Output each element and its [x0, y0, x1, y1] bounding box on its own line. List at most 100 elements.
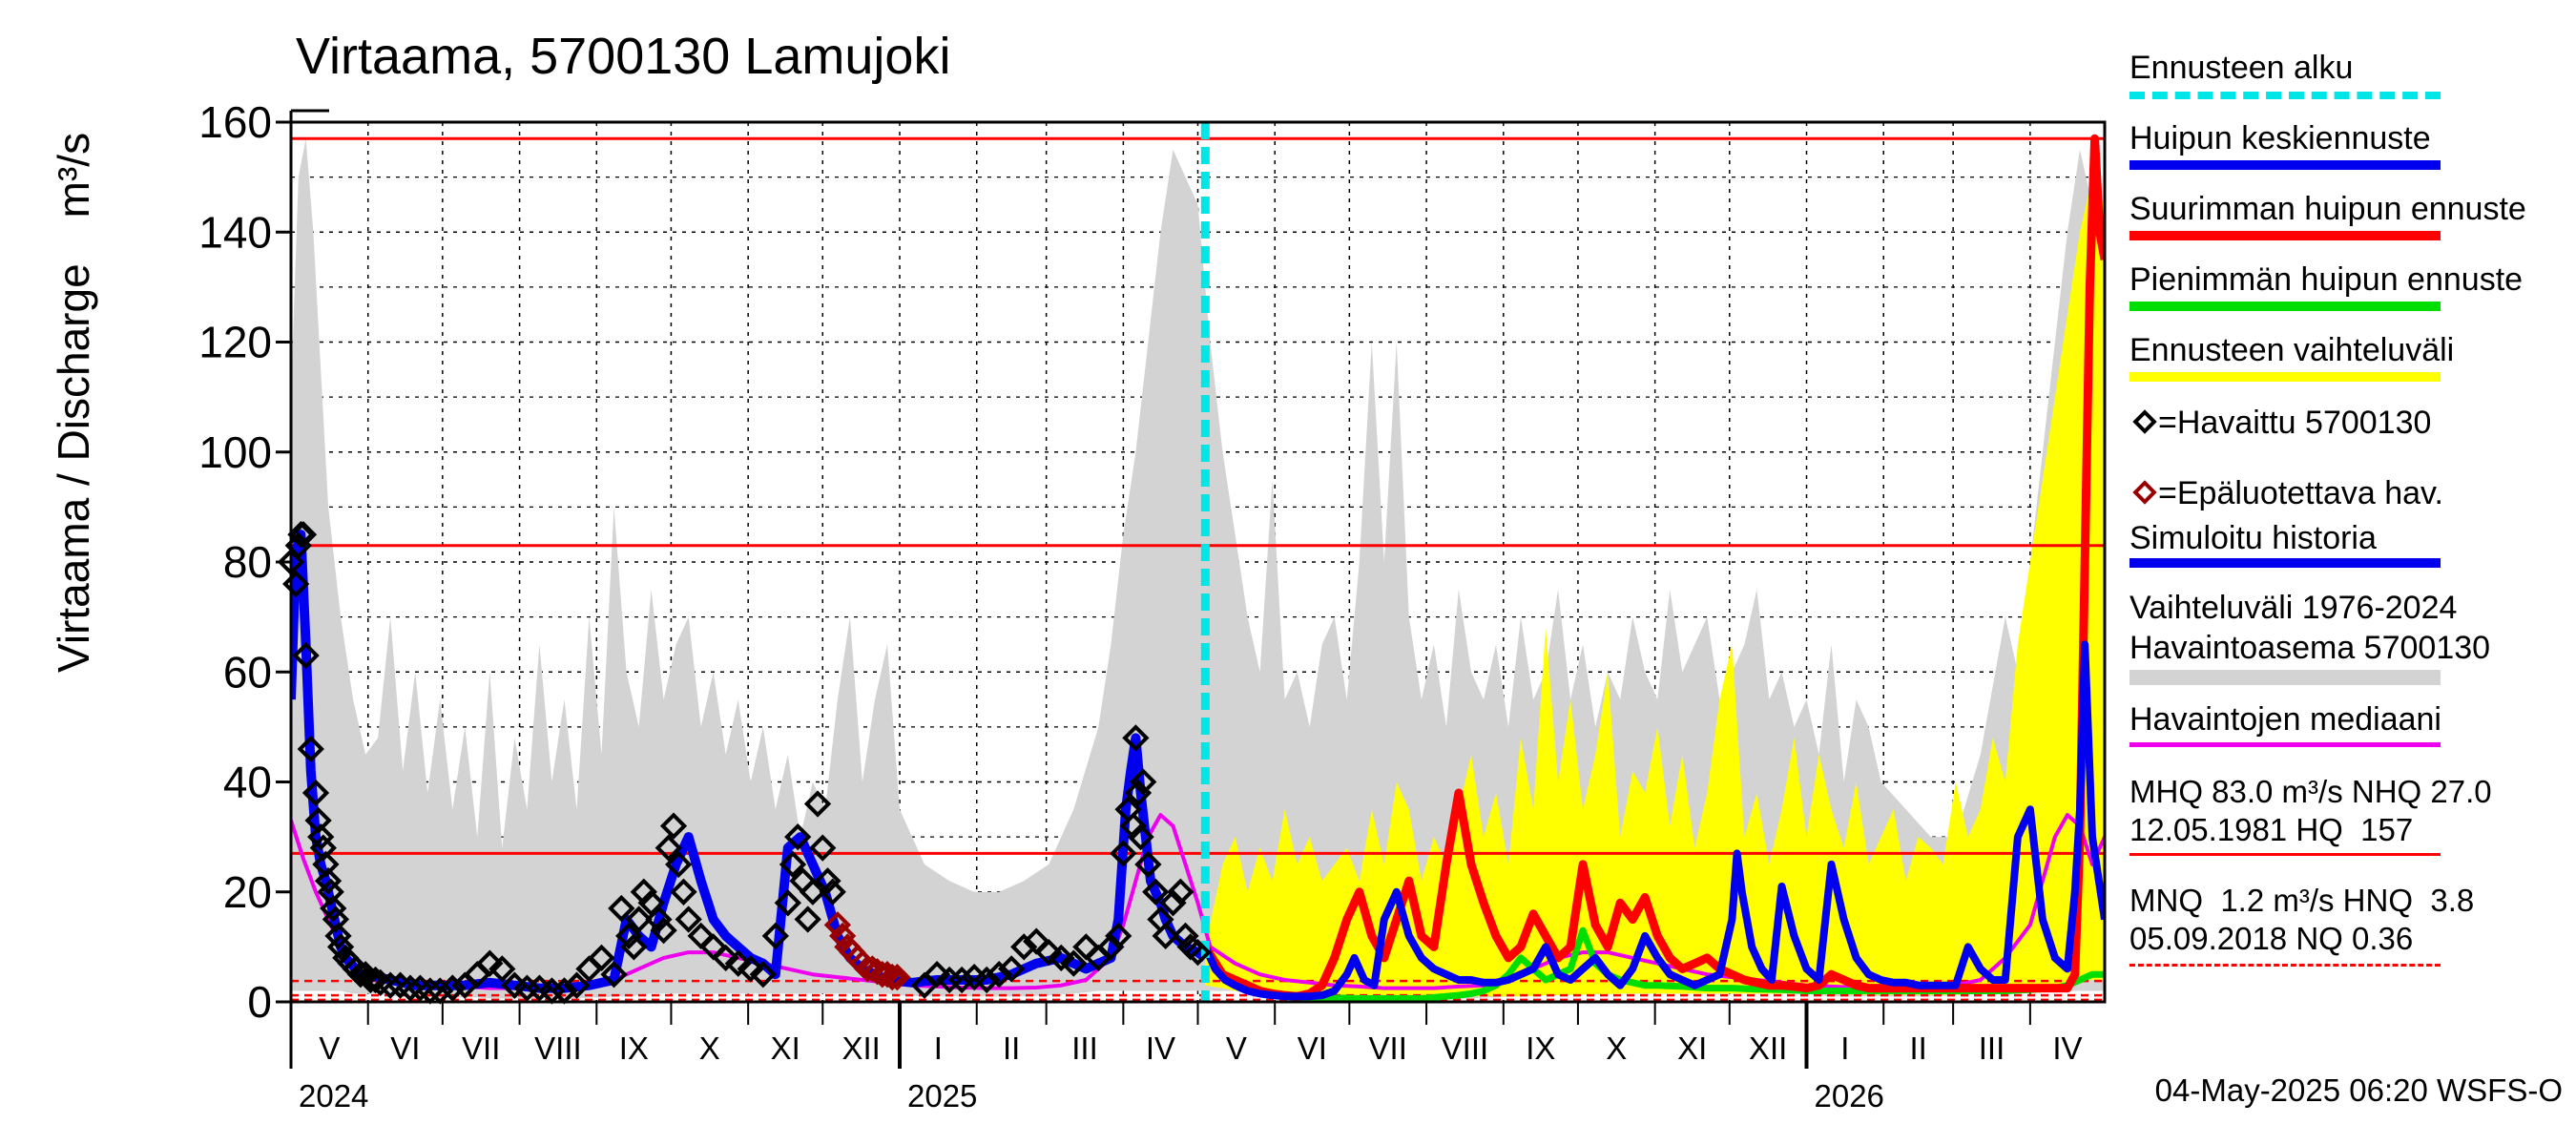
observed-marker [1048, 944, 1075, 972]
mhq-stats-line2: 12.05.1981 HQ 157 [2129, 812, 2414, 847]
observed-marker [986, 961, 1013, 989]
unreliable-marker [879, 963, 906, 991]
x-month-label: XI [1677, 1030, 1707, 1066]
observed-marker [675, 906, 702, 933]
observed-marker [1152, 922, 1179, 950]
legend-observed-median: Havaintojen mediaani [2129, 701, 2441, 738]
x-month-label: IX [619, 1030, 649, 1066]
mean-peak-forecast-line [1201, 640, 2105, 1001]
legend-variation-station: Havaintoasema 5700130 [2129, 630, 2491, 666]
legend-forecast-start-swatch [2129, 92, 2441, 99]
x-month-label: II [1003, 1030, 1020, 1066]
reference-lines [291, 136, 2105, 1002]
observed-marker [608, 894, 635, 923]
observed-marker [476, 949, 504, 977]
observed-marker [317, 878, 344, 906]
x-month-label: III [1979, 1030, 2005, 1066]
observed-marker [551, 977, 578, 1005]
observed-marker [1134, 850, 1162, 879]
legend-variation-range-swatch [2129, 670, 2441, 685]
legend: Ennusteen alku Huipun keskiennuste Suuri… [2129, 0, 2576, 1145]
y-tick-label: 40 [223, 758, 272, 807]
observed-marker [630, 878, 657, 906]
observed-marker [588, 944, 615, 972]
x-month-label: VII [462, 1030, 500, 1066]
observed-marker [670, 878, 697, 906]
observed-marker [625, 906, 653, 933]
x-month-label: IV [1146, 1030, 1175, 1066]
x-month-label: I [1840, 1030, 1849, 1066]
x-month-label: XII [841, 1030, 880, 1066]
year-label-2024: 2024 [299, 1078, 369, 1114]
legend-forecast-start: Ennusteen alku [2129, 50, 2354, 86]
mhq-stats-line1: MHQ 83.0 m³/s NHQ 27.0 [2129, 774, 2492, 809]
y-tick-label: 140 [198, 207, 272, 257]
legend-unreliable-marker-icon [2132, 480, 2157, 505]
observed-marker [749, 961, 777, 989]
observed-marker [1184, 938, 1212, 967]
observed-marker [645, 906, 673, 933]
legend-mean-peak-swatch [2129, 160, 2441, 170]
x-month-label: VI [1298, 1030, 1327, 1066]
x-month-label: II [1910, 1030, 1927, 1066]
x-month-label: IX [1526, 1030, 1555, 1066]
observed-marker [600, 961, 628, 989]
observed-marker [292, 641, 320, 670]
observed-marker [322, 906, 350, 933]
observed-marker [923, 961, 951, 989]
observed-marker [779, 850, 807, 879]
observed-marker [1142, 878, 1170, 906]
observed-marker [973, 966, 1001, 994]
y-tick-label: 80 [223, 537, 272, 587]
observed-marker [1060, 949, 1088, 977]
legend-simulated-history-swatch [2129, 558, 2441, 568]
observed-marker [650, 916, 677, 945]
x-month-label: V [319, 1030, 340, 1066]
timestamp-footer: 04-May-2025 06:20 WSFS-O [2154, 1072, 2563, 1108]
observed-marker [304, 806, 332, 835]
observed-marker [814, 867, 841, 895]
observed-marker [1127, 822, 1154, 851]
y-tick-label: 60 [223, 647, 272, 697]
observed-marker [1124, 779, 1153, 807]
observed-marker [784, 823, 812, 851]
observed-marker [312, 850, 340, 879]
mnq-stats-line2: 05.09.2018 NQ 0.36 [2129, 921, 2414, 956]
y-tick-label: 120 [198, 318, 272, 367]
year-label-2025: 2025 [907, 1078, 978, 1114]
observed-marker [737, 955, 764, 983]
observed-marker [1110, 840, 1137, 867]
observed-marker [1130, 768, 1157, 796]
observed-marker [297, 735, 324, 763]
y-tick-label: 160 [198, 97, 272, 147]
forecast-range-band [1205, 177, 2105, 998]
x-month-label: VIII [1442, 1030, 1489, 1066]
legend-min-peak-swatch [2129, 302, 2441, 311]
y-axis-title: Virtaama / Discharge [49, 263, 98, 673]
observation-markers [277, 521, 1212, 1005]
x-month-label: XI [771, 1030, 800, 1066]
observed-marker [301, 779, 330, 807]
x-month-label: I [934, 1030, 943, 1066]
y-axis-unit: m³/s [49, 132, 98, 219]
max-peak-forecast-line [1201, 134, 2105, 1001]
observed-marker [998, 955, 1026, 983]
legend-mean-peak: Huipun keskiennuste [2129, 120, 2431, 156]
observed-marker [809, 834, 837, 862]
observed-marker [1167, 878, 1195, 906]
observed-marker [665, 850, 693, 879]
legend-simulated-history: Simuloitu historia [2129, 520, 2377, 556]
observed-marker [1172, 922, 1199, 949]
observed-marker [1159, 889, 1187, 917]
y-tick-label: 100 [198, 427, 272, 477]
observed-marker [761, 922, 789, 950]
unreliable-marker [829, 922, 857, 950]
x-month-label: IV [2052, 1030, 2082, 1066]
chart-title: Virtaama, 5700130 Lamujoki [296, 28, 951, 85]
observed-marker [1119, 812, 1147, 840]
observed-marker [488, 955, 516, 983]
unreliable-marker [823, 911, 852, 939]
x-month-label: VIII [534, 1030, 582, 1066]
observed-marker [620, 933, 648, 961]
y-tick-label: 0 [247, 977, 272, 1027]
